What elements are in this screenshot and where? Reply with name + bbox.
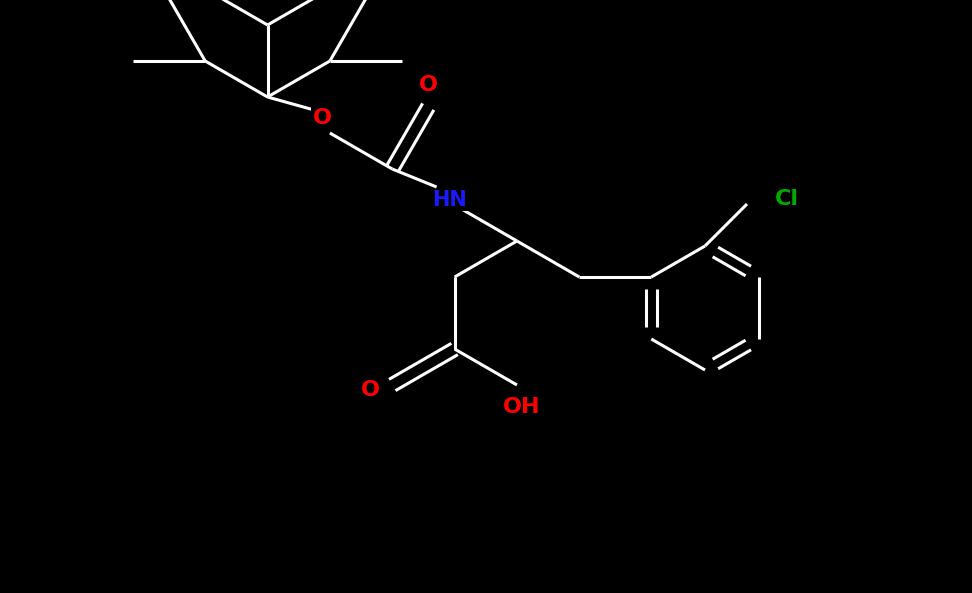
Text: Cl: Cl [775, 189, 799, 209]
Text: O: O [361, 380, 380, 400]
Text: O: O [312, 108, 331, 128]
Text: OH: OH [503, 397, 540, 417]
Text: O: O [419, 75, 437, 95]
Text: HN: HN [433, 190, 467, 210]
